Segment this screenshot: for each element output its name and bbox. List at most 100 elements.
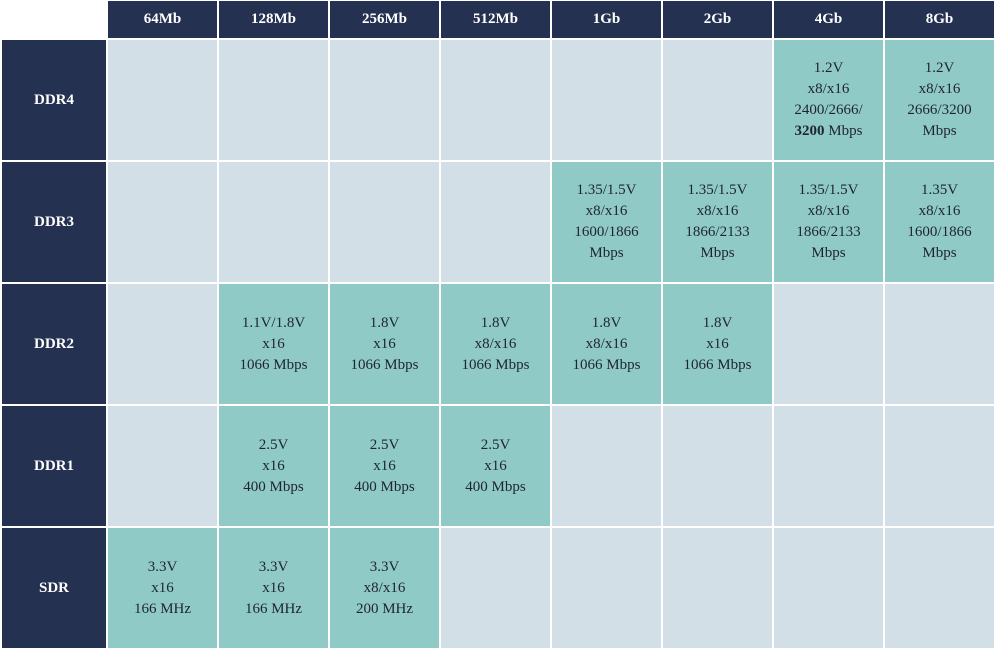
spec-bold: 3200: [794, 123, 825, 139]
spec-line: x16: [706, 335, 729, 352]
spec-line: x8/x16: [585, 335, 628, 352]
spec-line: 3.3V: [369, 558, 400, 575]
empty-cell: [219, 162, 328, 282]
spec-line: 1.2V: [924, 60, 955, 76]
spec-line: 2.5V: [258, 436, 289, 453]
spec-line: x8/x16: [474, 335, 517, 352]
row-header: SDR: [2, 528, 106, 648]
spec-line: 1066 Mbps: [572, 356, 641, 373]
empty-cell: [552, 40, 661, 160]
column-header: 128Mb: [219, 1, 328, 38]
spec-cell: 3.3V x16 166 MHz: [108, 528, 217, 648]
empty-cell: [885, 528, 994, 648]
spec-line: 1066 Mbps: [461, 356, 530, 373]
empty-cell: [441, 528, 550, 648]
spec-cell: 1.8V x8/x16 1066 Mbps: [552, 284, 661, 404]
spec-line: x8/x16: [807, 81, 850, 97]
empty-cell: [552, 406, 661, 526]
spec-line: 3.3V: [147, 558, 178, 575]
spec-line: 1066 Mbps: [239, 356, 308, 373]
empty-cell: [663, 406, 772, 526]
spec-cell: 1.35/1.5V x8/x16 1600/1866 Mbps: [552, 162, 661, 282]
spec-line: 1.8V: [480, 314, 511, 331]
row-header: DDR4: [2, 40, 106, 160]
empty-cell: [108, 162, 217, 282]
spec-line: 1600/1866: [574, 224, 639, 240]
spec-line: 1.8V: [702, 314, 733, 331]
spec-cell: 3.3V x16 166 MHz: [219, 528, 328, 648]
empty-cell: [774, 284, 883, 404]
spec-line: x16: [151, 579, 174, 596]
spec-line: x16: [484, 457, 507, 474]
spec-line: Mbps: [811, 245, 846, 261]
spec-line: x8/x16: [585, 203, 628, 219]
spec-line: 2.5V: [369, 436, 400, 453]
spec-line: 1.35/1.5V: [798, 182, 859, 198]
spec-line: x16: [262, 579, 285, 596]
empty-cell: [330, 162, 439, 282]
spec-line: x16: [373, 335, 396, 352]
spec-cell: 1.2V x8/x16 2666/3200 Mbps: [885, 40, 994, 160]
spec-line: 1.8V: [591, 314, 622, 331]
spec-line: 2.5V: [480, 436, 511, 453]
empty-cell: [774, 406, 883, 526]
spec-cell: 2.5V x16 400 Mbps: [330, 406, 439, 526]
spec-line: 3200 Mbps: [795, 121, 863, 142]
row-header: DDR2: [2, 284, 106, 404]
spec-line: x8/x16: [918, 81, 961, 97]
column-header: 4Gb: [774, 1, 883, 38]
empty-cell: [885, 284, 994, 404]
empty-cell: [441, 162, 550, 282]
column-header: 2Gb: [663, 1, 772, 38]
spec-line: 1600/1866: [907, 224, 972, 240]
column-header: 64Mb: [108, 1, 217, 38]
spec-cell: 1.8V x8/x16 1066 Mbps: [441, 284, 550, 404]
spec-cell: 1.35/1.5V x8/x16 1866/2133 Mbps: [663, 162, 772, 282]
spec-line: 400 Mbps: [354, 478, 415, 495]
spec-cell: 3.3V x8/x16 200 MHz: [330, 528, 439, 648]
spec-cell: 1.35/1.5V x8/x16 1866/2133 Mbps: [774, 162, 883, 282]
empty-cell: [663, 40, 772, 160]
spec-line: x8/x16: [696, 203, 739, 219]
column-header: 512Mb: [441, 1, 550, 38]
spec-line: x16: [373, 457, 396, 474]
spec-line: 1066 Mbps: [350, 356, 419, 373]
spec-cell: 1.1V/1.8V x16 1066 Mbps: [219, 284, 328, 404]
empty-cell: [885, 406, 994, 526]
spec-line: 400 Mbps: [465, 478, 526, 495]
empty-cell: [219, 40, 328, 160]
spec-line: x8/x16: [363, 579, 406, 596]
spec-line: 2400/2666/: [794, 102, 863, 118]
spec-line: Mbps: [922, 123, 957, 139]
spec-line: Mbps: [922, 245, 957, 261]
spec-line: 3.3V: [258, 558, 289, 575]
spec-line: 1.35/1.5V: [576, 182, 637, 198]
spec-line: x8/x16: [807, 203, 850, 219]
row-header: DDR1: [2, 406, 106, 526]
column-header: 256Mb: [330, 1, 439, 38]
spec-line: 1066 Mbps: [683, 356, 752, 373]
spec-line: 1.35/1.5V: [687, 182, 748, 198]
spec-line: 1866/2133: [685, 224, 750, 240]
spec-text: Mbps: [828, 123, 863, 139]
empty-cell: [774, 528, 883, 648]
spec-line: 1.1V/1.8V: [241, 314, 306, 331]
empty-cell: [108, 406, 217, 526]
empty-cell: [330, 40, 439, 160]
spec-cell: 1.35V x8/x16 1600/1866 Mbps: [885, 162, 994, 282]
empty-cell: [108, 284, 217, 404]
spec-line: 1.8V: [369, 314, 400, 331]
spec-line: 1.35V: [920, 182, 959, 198]
spec-cell: 1.8V x16 1066 Mbps: [663, 284, 772, 404]
spec-cell: 1.2V x8/x16 2400/2666/3200 Mbps: [774, 40, 883, 160]
spec-cell: 1.8V x16 1066 Mbps: [330, 284, 439, 404]
spec-line: Mbps: [589, 245, 624, 261]
empty-cell: [663, 528, 772, 648]
column-header: 8Gb: [885, 1, 994, 38]
spec-line: 1866/2133: [796, 224, 861, 240]
spec-cell: 2.5V x16 400 Mbps: [219, 406, 328, 526]
spec-cell: 2.5V x16 400 Mbps: [441, 406, 550, 526]
row-header: DDR3: [2, 162, 106, 282]
